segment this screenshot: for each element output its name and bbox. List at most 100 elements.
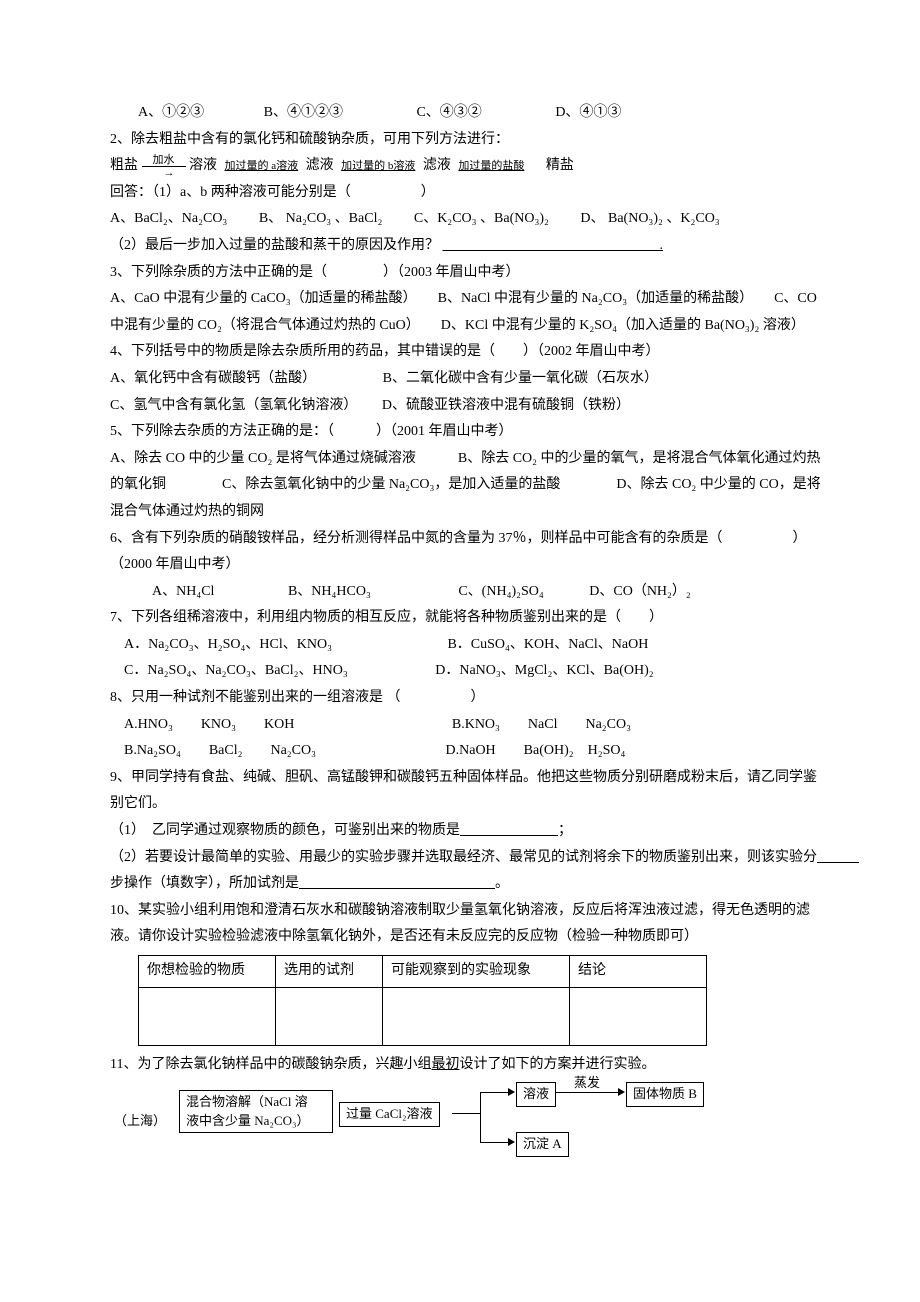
- q9-sub2-blank1: [817, 850, 859, 865]
- q2-flow-solution: 溶液: [189, 158, 217, 173]
- q4-opt-a: A、氧化钙中含有碳酸钙（盐酸）: [110, 371, 309, 386]
- q8-row1: A.HNO₃ KNO₃ KOH B.KNO₃ NaCl Na₂CO₃: [110, 712, 830, 739]
- q4-row2: C、氢气中含有氯化氢（氢氧化钠溶液） D、硫酸亚铁溶液中混有硫酸铜（铁粉）: [110, 393, 830, 420]
- q9-sub2-end: 。: [495, 876, 509, 891]
- q2-flow-filtrate2: 滤液: [423, 158, 451, 173]
- q11-stem-a: 11、为了除去氯化钠样品中的碳酸钠杂质，兴趣小组: [110, 1057, 431, 1072]
- q3-stem: 3、下列除杂质的方法中正确的是（ ）（2003 年眉山中考）: [110, 260, 830, 287]
- q7-stem: 7、下列各组稀溶液中，利用组内物质的相互反应，就能将各种物质鉴别出来的是（ ）: [110, 605, 830, 632]
- q9-sub1-end: ；: [558, 823, 572, 838]
- q2-sub2-text: （2）最后一步加入过量的盐酸和蒸干的原因及作用？: [110, 238, 439, 253]
- step4-label: 加过量的盐酸: [454, 160, 528, 172]
- q6-opt-b: B、NH₄HCO₃: [288, 584, 371, 599]
- q2-flow: 粗盐 加水 → 溶液 加过量的 a溶液 滤液 加过量的 b溶液 滤液 加过量的盐…: [110, 153, 830, 180]
- step2-label: 加过量的 a溶液: [221, 160, 303, 172]
- q10-cell: [139, 987, 276, 1045]
- q9-sub2-text1: （2）若要设计最简单的实验、用最少的实验步骤并选取最经济、最常见的试剂将余下的物…: [110, 850, 817, 865]
- q11-box1-l2: 液中含少量 Na₂CO₃）: [186, 1113, 310, 1128]
- q2-opt-c: C、K₂CO₃ 、Ba(NO₃)₂: [414, 211, 549, 226]
- arrow-right-icon: [618, 1088, 625, 1096]
- q10-h1: 你想检验的物质: [139, 956, 276, 988]
- q4-opt-b: B、二氧化碳中含有少量一氧化碳（石灰水）: [383, 371, 658, 386]
- line: [480, 1142, 510, 1143]
- q6-opt-d: D、CO（NH₂）₂: [589, 584, 691, 599]
- q11-stem-u: 最初: [431, 1057, 459, 1072]
- q10-cell: [276, 987, 383, 1045]
- q2-sub2: （2）最后一步加入过量的盐酸和蒸干的原因及作用？ .: [110, 233, 830, 260]
- q2-sub1: 回答：（1）a、b 两种溶液可能分别是（ ）: [110, 180, 830, 207]
- q6-stem: 6、含有下列杂质的硝酸铵样品，经分析测得样品中氮的含量为 37％，则样品中可能含…: [110, 526, 830, 579]
- q10-h4: 结论: [570, 956, 707, 988]
- q4-opt-d: D、硫酸亚铁溶液中混有硫酸铜（铁粉）: [382, 398, 630, 413]
- q10-h2: 选用的试剂: [276, 956, 383, 988]
- q9-sub1: （1） 乙同学通过观察物质的颜色，可鉴别出来的物质是 ；: [110, 818, 830, 845]
- arrow-right-icon: [508, 1138, 515, 1146]
- q5-stem: 5、下列除去杂质的方法正确的是：（ ）（2001 年眉山中考）: [110, 419, 830, 446]
- q2-opt-b: B、 Na₂CO₃ 、BaCl₂: [259, 211, 383, 226]
- q8-opt-c: B.Na₂SO₄ BaCl₂ Na₂CO₃: [124, 743, 316, 758]
- q9-sub2: （2）若要设计最简单的实验、用最少的实验步骤并选取最经济、最常见的试剂将余下的物…: [110, 845, 830, 898]
- q8-opt-a: A.HNO₃ KNO₃ KOH: [124, 717, 294, 732]
- q11-stem-b: 设计了如下的方案并进行实验。: [459, 1057, 655, 1072]
- q6-opt-a: A、NH₄Cl: [152, 584, 214, 599]
- q7-row1: A．Na₂CO₃、H₂SO₄、HCl、KNO₃ B．CuSO₄、KOH、NaCl…: [110, 632, 830, 659]
- q8-opt-d: D.NaOH Ba(OH)₂ H₂SO₄: [446, 743, 626, 758]
- q9-sub1-text: （1） 乙同学通过观察物质的颜色，可鉴别出来的物质是: [110, 823, 460, 838]
- q10-stem: 10、某实验小组利用饱和澄清石灰水和碳酸钠溶液制取少量氢氧化钠溶液，反应后将浑浊…: [110, 898, 830, 951]
- q11-box-precipitate-a: 沉淀 A: [516, 1132, 569, 1156]
- q11-stem: 11、为了除去氯化钠样品中的碳酸钠杂质，兴趣小组最初设计了如下的方案并进行实验。: [110, 1052, 830, 1079]
- q9-sub2-text2: 步操作（填数字），所加试剂是: [110, 876, 299, 891]
- q7-opt-d: D．NaNO₃、MgCl₂、KCl、Ba(OH)₂: [435, 663, 653, 678]
- q10-cell: [570, 987, 707, 1045]
- q10-cell: [383, 987, 570, 1045]
- q6-opt-c: C、(NH₄)₂SO₄: [458, 584, 543, 599]
- q8-opt-b: B.KNO₃ NaCl Na₂CO₃: [452, 717, 631, 732]
- q4-opt-c: C、氢气中含有氯化氢（氢氧化钠溶液）: [110, 398, 350, 413]
- q9-sub1-blank: [460, 823, 558, 838]
- line: [480, 1092, 510, 1093]
- q2-sub2-blank: .: [443, 238, 664, 253]
- q11-source: （上海）: [114, 1112, 166, 1130]
- line: [480, 1092, 481, 1142]
- table-row: [139, 987, 707, 1045]
- q6-options: A、NH₄Cl B、NH₄HCO₃ C、(NH₄)₂SO₄ D、CO（NH₂）₂: [110, 579, 830, 606]
- q11-box-cacl2: 过量 CaCl₂溶液: [339, 1102, 440, 1126]
- q1-options: A、①②③ B、④①②③ C、④③② D、④①③: [110, 100, 830, 127]
- q2-opt-a: A、BaCl₂、Na₂CO₃: [110, 211, 227, 226]
- q1-opt-c: C、④③②: [416, 105, 481, 120]
- q1-opt-a: A、①②③: [138, 105, 204, 120]
- step3-label: 加过量的 b溶液: [337, 160, 419, 172]
- q11-box-mixture: 混合物溶解（NaCl 溶 液中含少量 Na₂CO₃）: [179, 1090, 333, 1132]
- q7-opt-a: A．Na₂CO₃、H₂SO₄、HCl、KNO₃: [124, 637, 332, 652]
- q4-row1: A、氧化钙中含有碳酸钙（盐酸） B、二氧化碳中含有少量一氧化碳（石灰水）: [110, 366, 830, 393]
- q2-options: A、BaCl₂、Na₂CO₃ B、 Na₂CO₃ 、BaCl₂ C、K₂CO₃ …: [110, 206, 830, 233]
- q7-opt-b: B．CuSO₄、KOH、NaCl、NaOH: [447, 637, 648, 652]
- q11-evap-label: 蒸发: [574, 1074, 600, 1092]
- q10-h3: 可能观察到的实验现象: [383, 956, 570, 988]
- line: [452, 1113, 480, 1114]
- q1-opt-d: D、④①③: [555, 105, 621, 120]
- q11-box1-l1: 混合物溶解（NaCl 溶: [186, 1094, 308, 1109]
- q1-opt-b: B、④①②③: [264, 105, 343, 120]
- q7-opt-c: C．Na₂SO₄、Na₂CO₃、BaCl₂、HNO₃: [124, 663, 348, 678]
- q2-opt-d: D、 Ba(NO₃)₂ 、K₂CO₃: [580, 211, 719, 226]
- q9-sub2-blank2: [299, 876, 495, 891]
- q11-box-solution: 溶液: [516, 1082, 556, 1106]
- q2-flow-filtrate1: 滤液: [306, 158, 334, 173]
- arrow-step1: 加水 →: [142, 155, 186, 180]
- q8-row2: B.Na₂SO₄ BaCl₂ Na₂CO₃ D.NaOH Ba(OH)₂ H₂S…: [110, 738, 830, 765]
- q2-flow-end: 精盐: [546, 158, 574, 173]
- q2-stem: 2、除去粗盐中含有的氯化钙和硫酸钠杂质，可用下列方法进行：: [110, 127, 830, 154]
- q4-stem: 4、下列括号中的物质是除去杂质所用的药品，其中错误的是（ ）（2002 年眉山中…: [110, 339, 830, 366]
- q9-stem: 9、甲同学持有食盐、纯碱、胆矾、高锰酸钾和碳酸钙五种固体样品。他把这些物质分别研…: [110, 765, 830, 818]
- q7-row2: C．Na₂SO₄、Na₂CO₃、BaCl₂、HNO₃ D．NaNO₃、MgCl₂…: [110, 658, 830, 685]
- table-row: 你想检验的物质 选用的试剂 可能观察到的实验现象 结论: [139, 956, 707, 988]
- q3-body: A、CaO 中混有少量的 CaCO₃（加适量的稀盐酸） B、NaCl 中混有少量…: [110, 286, 830, 339]
- step1-label: 加水: [142, 155, 186, 166]
- q11-flowchart: （上海） 混合物溶解（NaCl 溶 液中含少量 Na₂CO₃） 过量 CaCl₂…: [124, 1082, 830, 1172]
- q8-stem: 8、只用一种试剂不能鉴别出来的一组溶液是 （ ）: [110, 685, 830, 712]
- q10-table: 你想检验的物质 选用的试剂 可能观察到的实验现象 结论: [138, 955, 707, 1046]
- q11-box-solid-b: 固体物质 B: [626, 1082, 704, 1106]
- q5-body: A、除去 CO 中的少量 CO₂ 是将气体通过烧碱溶液 B、除去 CO₂ 中的少…: [110, 446, 830, 526]
- q2-flow-prefix: 粗盐: [110, 158, 142, 173]
